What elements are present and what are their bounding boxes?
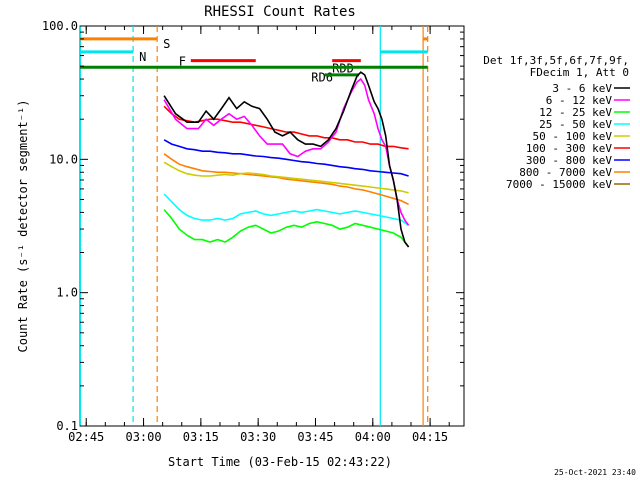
legend-label-100-300-kev: 100 - 300 keV	[526, 142, 612, 155]
flag-label-n: N	[139, 50, 146, 64]
x-tick-label: 03:30	[240, 430, 276, 444]
y-tick-label: 100.0	[42, 19, 78, 33]
legend-label-6-12-kev: 6 - 12 keV	[546, 94, 613, 107]
plot-area: SNFRDDRD6 100.010.01.00.1 02:4503:0003:1…	[42, 19, 465, 444]
legend-label-50-100-kev: 50 - 100 keV	[533, 130, 613, 143]
flag-label-s: S	[163, 37, 170, 51]
x-axis-label: Start Time (03-Feb-15 02:43:22)	[168, 455, 392, 469]
y-axis-label: Count Rate (s⁻¹ detector segment⁻¹)	[16, 100, 30, 353]
series-line-25-50-kev	[163, 193, 410, 226]
x-tick-label: 03:00	[125, 430, 161, 444]
x-tick-label: 02:45	[68, 430, 104, 444]
x-axis-ticks: 02:45 03:00 03:15 03:30 03:45 04:00 04:15	[68, 26, 450, 444]
generation-timestamp: 25-Oct-2021 23:40	[554, 468, 636, 477]
y-tick-label: 0.1	[56, 419, 78, 433]
vertical-markers	[79, 26, 429, 426]
series-line-800-7000-kev	[163, 153, 409, 206]
legend-header-line-2: FDecim 1, Att 0	[530, 66, 629, 79]
data-series	[163, 71, 410, 248]
legend-label-25-50-kev: 25 - 50 keV	[539, 118, 612, 131]
legend: Det 1f,3f,5f,6f,7f,9f, FDecim 1, Att 0 3…	[483, 54, 630, 191]
flag-bars: SNFRDDRD6	[80, 37, 428, 84]
x-tick-label: 03:15	[183, 430, 219, 444]
series-line-3-6-kev	[163, 71, 410, 248]
flag-label-rd6: RD6	[311, 70, 333, 84]
series-line-50-100-kev	[163, 161, 409, 194]
legend-label-300-800-kev: 300 - 800 keV	[526, 154, 612, 167]
legend-label-3-6-kev: 3 - 6 keV	[552, 82, 612, 95]
x-tick-label: 04:00	[355, 430, 391, 444]
legend-label-7000-15000-kev: 7000 - 15000 keV	[506, 178, 612, 191]
y-tick-label: 1.0	[56, 286, 78, 300]
flag-label-f: F	[179, 55, 186, 69]
x-tick-label: 04:15	[412, 430, 448, 444]
series-line-6-12-kev	[163, 77, 410, 226]
series-line-300-800-kev	[163, 139, 409, 177]
y-tick-label: 10.0	[49, 152, 78, 166]
chart-title: RHESSI Count Rates	[204, 4, 356, 20]
x-tick-label: 03:45	[297, 430, 333, 444]
y-axis-ticks: 100.0 10.0 1.0 0.1	[42, 19, 464, 433]
legend-header-line-1: Det 1f,3f,5f,6f,7f,9f,	[483, 54, 629, 67]
legend-label-800-7000-kev: 800 - 7000 keV	[519, 166, 612, 179]
series-line-12-25-kev	[163, 209, 410, 248]
legend-label-12-25-kev: 12 - 25 keV	[539, 106, 612, 119]
